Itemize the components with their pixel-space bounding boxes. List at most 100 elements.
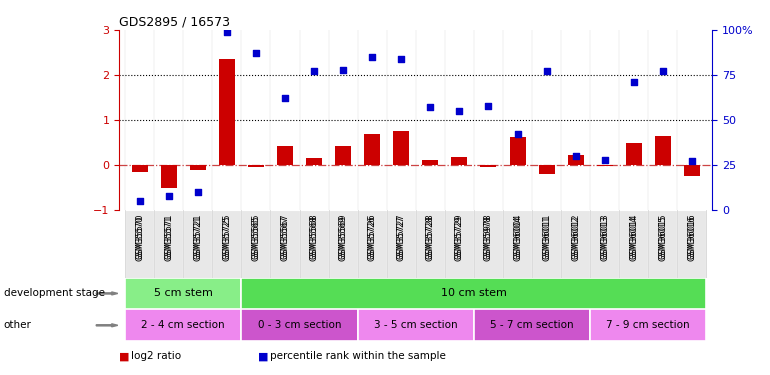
Text: GSM35721: GSM35721 <box>193 213 203 259</box>
Text: GSM35565: GSM35565 <box>252 215 260 261</box>
Bar <box>597 165 613 166</box>
Bar <box>590 210 619 278</box>
Text: 0 - 3 cm section: 0 - 3 cm section <box>258 320 341 330</box>
Point <box>279 95 291 101</box>
Bar <box>393 131 410 165</box>
Bar <box>358 210 387 278</box>
Text: GSM36014: GSM36014 <box>629 215 638 261</box>
Bar <box>335 146 351 165</box>
Bar <box>654 136 671 165</box>
Text: GSM35565: GSM35565 <box>252 213 260 259</box>
Bar <box>480 165 497 167</box>
Bar <box>474 210 503 278</box>
Point <box>192 189 204 195</box>
Text: 10 cm stem: 10 cm stem <box>441 288 507 298</box>
Text: GSM36004: GSM36004 <box>513 213 522 259</box>
Text: log2 ratio: log2 ratio <box>131 351 181 361</box>
Bar <box>619 210 648 278</box>
Bar <box>161 165 177 188</box>
Bar <box>306 158 322 165</box>
Point <box>686 158 698 164</box>
Bar <box>329 210 358 278</box>
Point <box>162 193 175 199</box>
Bar <box>183 210 213 278</box>
Bar <box>538 165 554 174</box>
Bar <box>648 210 678 278</box>
Bar <box>445 210 474 278</box>
Bar <box>626 142 641 165</box>
Bar <box>503 210 532 278</box>
Bar <box>126 210 154 278</box>
Bar <box>510 137 525 165</box>
Text: GSM35725: GSM35725 <box>223 213 232 259</box>
Bar <box>590 309 706 341</box>
Bar <box>684 165 700 176</box>
Text: GSM35726: GSM35726 <box>368 215 377 261</box>
Bar <box>213 210 242 278</box>
Text: 5 cm stem: 5 cm stem <box>154 288 213 298</box>
Text: GSM35725: GSM35725 <box>223 215 232 261</box>
Text: GSM35726: GSM35726 <box>368 213 377 259</box>
Bar <box>219 59 235 165</box>
Text: GSM36012: GSM36012 <box>571 215 580 261</box>
Bar <box>678 210 706 278</box>
Bar <box>270 210 300 278</box>
Bar <box>561 210 590 278</box>
Point <box>221 29 233 35</box>
Bar <box>242 278 706 309</box>
Point <box>598 157 611 163</box>
Bar <box>126 278 242 309</box>
Point <box>570 153 582 159</box>
Text: GSM35721: GSM35721 <box>193 215 203 261</box>
Point <box>337 67 350 73</box>
Text: GSM36011: GSM36011 <box>542 215 551 261</box>
Text: GSM35569: GSM35569 <box>339 213 347 259</box>
Text: GSM36013: GSM36013 <box>600 213 609 259</box>
Bar <box>248 165 264 167</box>
Bar <box>132 165 148 172</box>
Point <box>366 54 378 60</box>
Bar <box>358 309 474 341</box>
Bar <box>154 210 183 278</box>
Text: GSM35571: GSM35571 <box>164 213 173 259</box>
Point <box>511 131 524 137</box>
Text: 5 - 7 cm section: 5 - 7 cm section <box>490 320 574 330</box>
Bar <box>242 309 358 341</box>
Bar <box>474 309 590 341</box>
Bar <box>277 146 293 165</box>
Text: GSM35571: GSM35571 <box>164 215 173 261</box>
Point <box>541 68 553 74</box>
Text: GSM36012: GSM36012 <box>571 213 580 259</box>
Text: percentile rank within the sample: percentile rank within the sample <box>270 351 445 361</box>
Text: GSM36016: GSM36016 <box>688 215 696 261</box>
Text: 3 - 5 cm section: 3 - 5 cm section <box>374 320 457 330</box>
Bar <box>422 160 438 165</box>
Point <box>657 68 669 74</box>
Text: GSM36015: GSM36015 <box>658 215 668 261</box>
Text: GSM35729: GSM35729 <box>455 215 464 261</box>
Text: GDS2895 / 16573: GDS2895 / 16573 <box>119 16 230 29</box>
Point <box>628 79 640 85</box>
Bar <box>190 165 206 170</box>
Text: GSM36004: GSM36004 <box>513 215 522 261</box>
Bar <box>300 210 329 278</box>
Text: 7 - 9 cm section: 7 - 9 cm section <box>607 320 690 330</box>
Text: GSM36016: GSM36016 <box>688 213 696 259</box>
Text: GSM35568: GSM35568 <box>310 215 319 261</box>
Point <box>249 50 262 56</box>
Bar <box>451 157 467 165</box>
Point <box>482 103 494 109</box>
Text: GSM36014: GSM36014 <box>629 213 638 259</box>
Point <box>133 198 146 204</box>
Text: GSM35568: GSM35568 <box>310 213 319 259</box>
Text: other: other <box>4 320 32 330</box>
Text: GSM35727: GSM35727 <box>397 213 406 259</box>
Text: GSM35567: GSM35567 <box>280 213 290 259</box>
Bar <box>387 210 416 278</box>
Text: GSM36015: GSM36015 <box>658 213 668 259</box>
Text: GSM35978: GSM35978 <box>484 215 493 261</box>
Text: GSM35729: GSM35729 <box>455 213 464 259</box>
Point <box>424 104 437 110</box>
Point <box>454 108 466 114</box>
Text: development stage: development stage <box>4 288 105 298</box>
